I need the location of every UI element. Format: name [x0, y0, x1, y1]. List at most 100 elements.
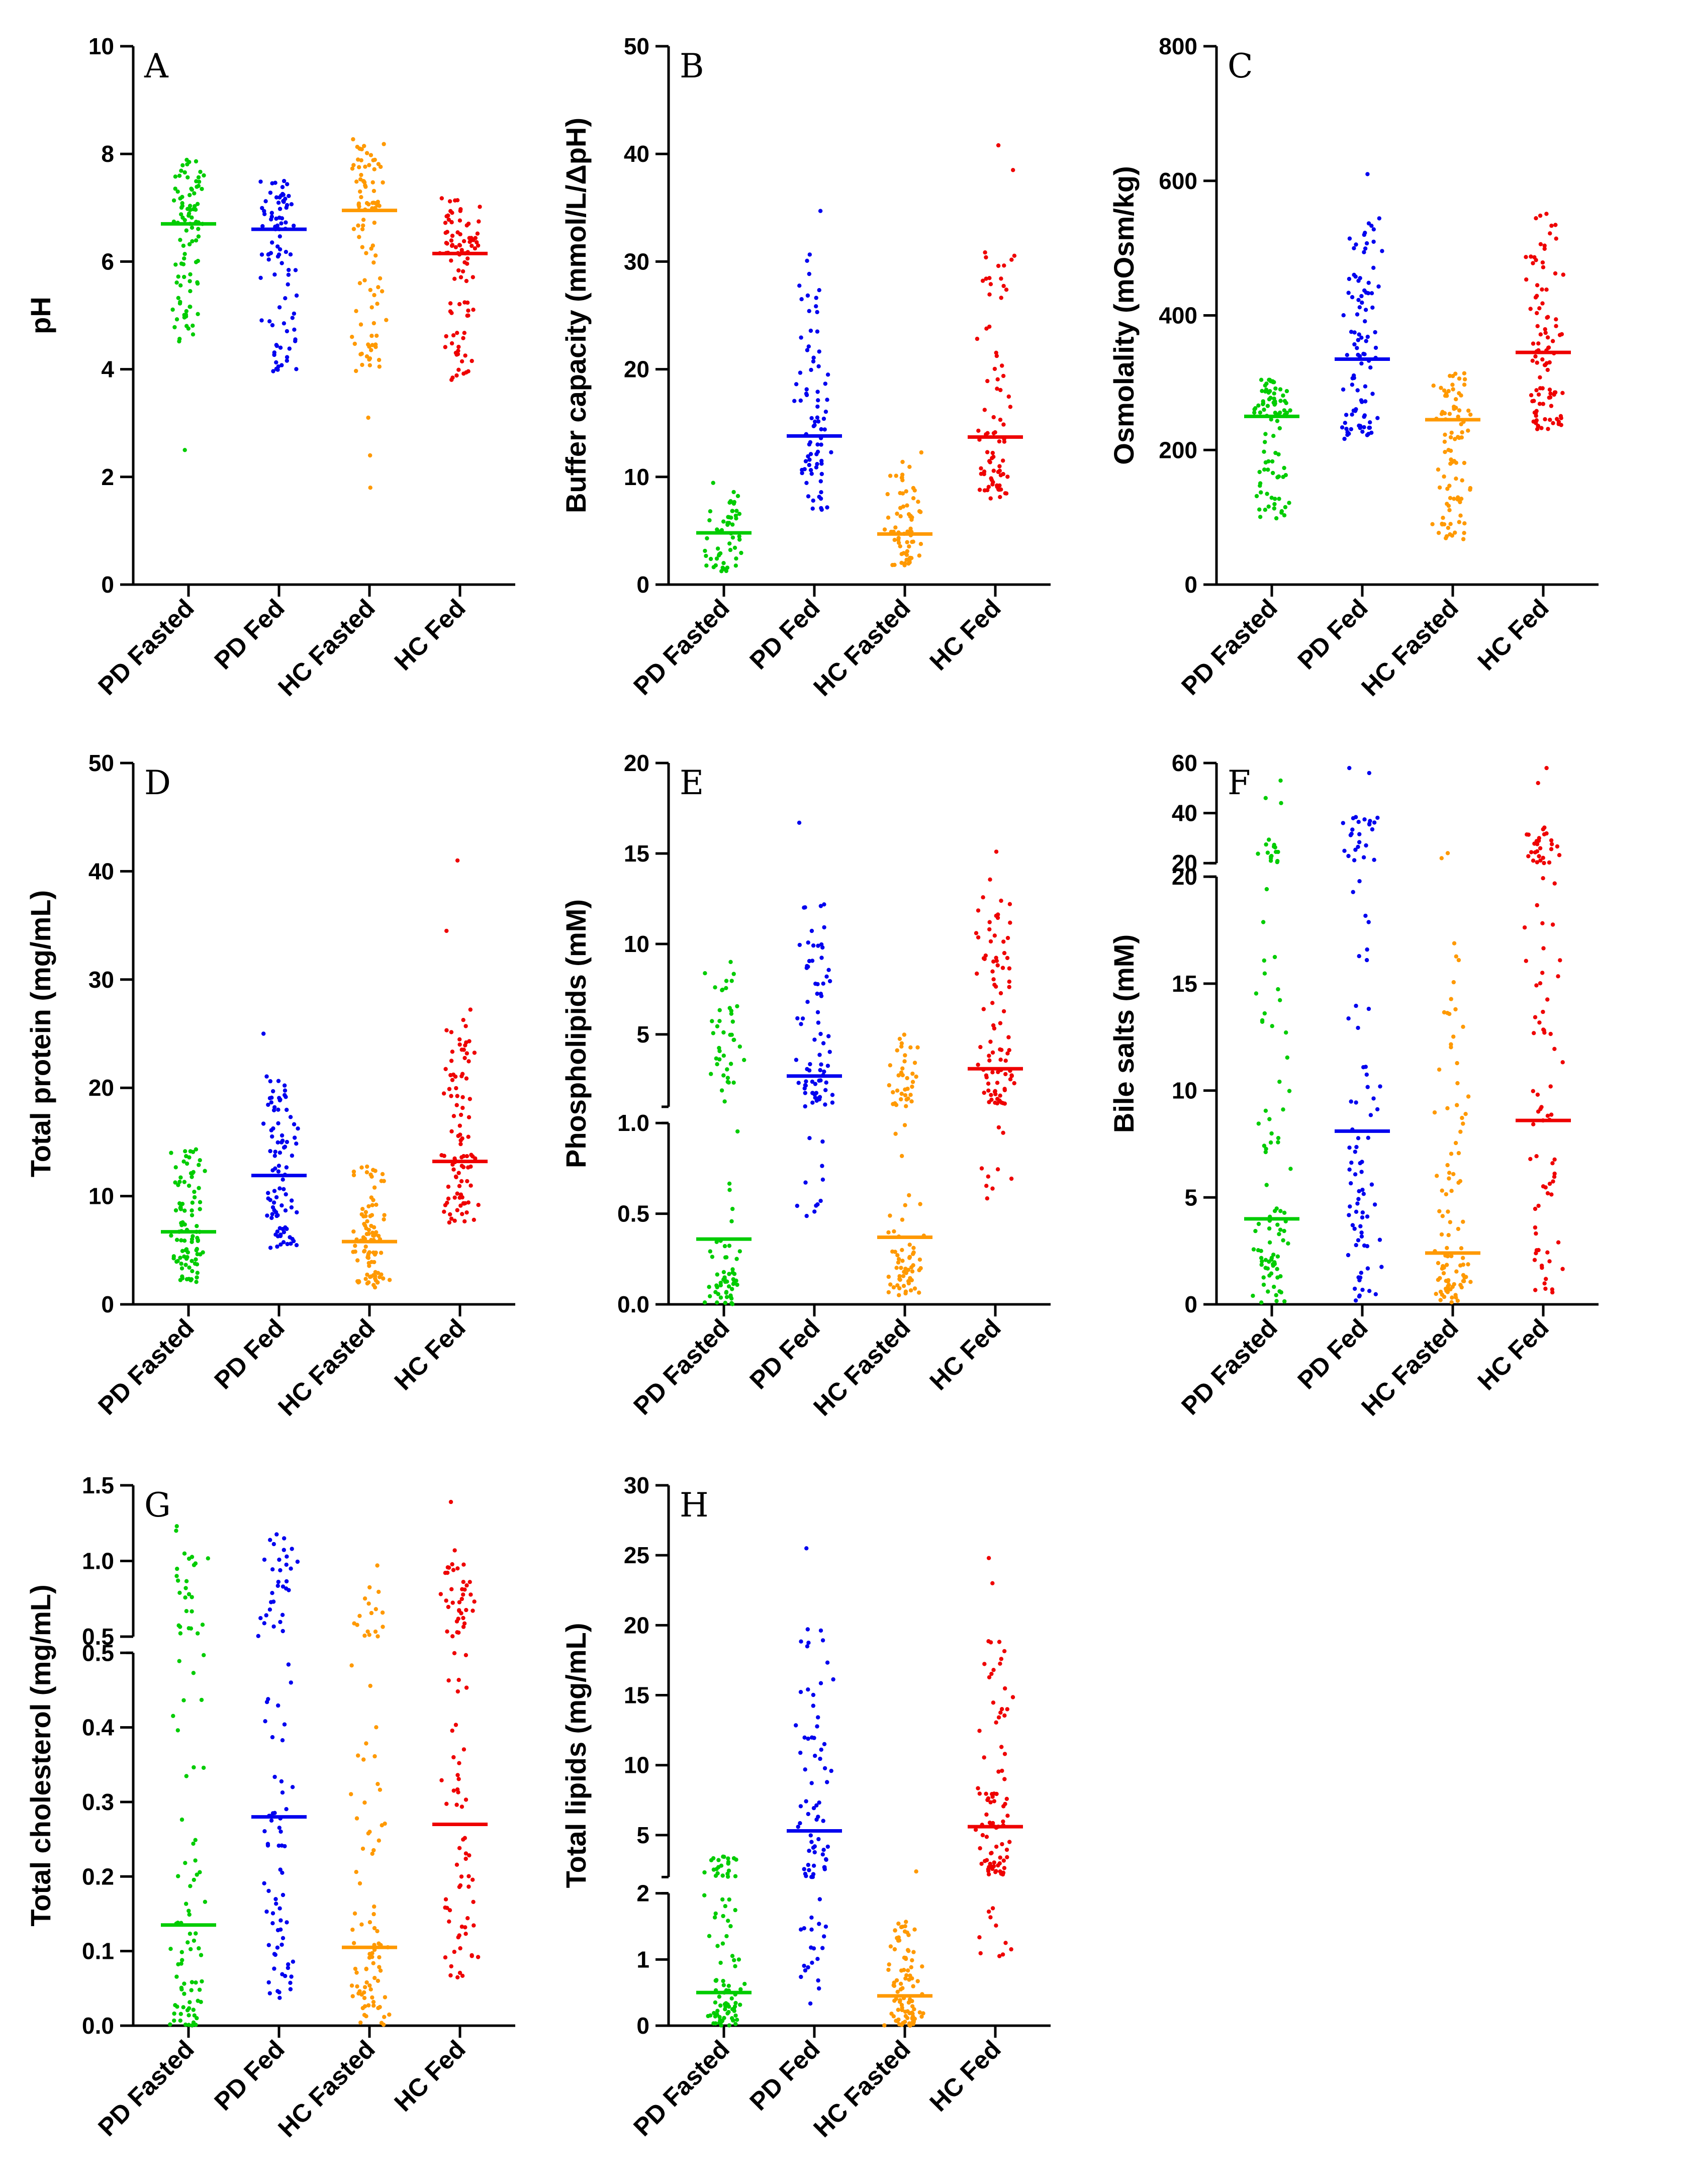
data-point	[1276, 452, 1281, 457]
data-point	[460, 1973, 465, 1978]
data-point	[1462, 377, 1467, 382]
data-point	[275, 1140, 280, 1145]
data-point	[461, 1625, 466, 1629]
data-point	[904, 489, 908, 494]
data-point	[1529, 254, 1533, 259]
data-point	[1353, 1172, 1358, 1177]
data-point	[454, 1619, 459, 1624]
data-point	[979, 1166, 984, 1171]
data-point	[258, 1616, 263, 1621]
data-point	[982, 1090, 986, 1095]
data-point	[372, 220, 377, 225]
data-point	[279, 1779, 284, 1784]
data-point	[366, 1204, 371, 1209]
data-point	[994, 1923, 998, 1928]
data-point	[983, 953, 988, 958]
data-point	[729, 1008, 734, 1013]
data-point	[268, 251, 273, 255]
data-point	[1542, 246, 1547, 251]
data-point	[1252, 410, 1257, 415]
data-point	[462, 260, 467, 265]
data-point	[174, 1524, 179, 1529]
data-point	[723, 1904, 728, 1909]
data-point	[1263, 1258, 1268, 1262]
data-point	[174, 1529, 178, 1533]
data-point	[900, 459, 905, 464]
data-point	[261, 1031, 266, 1036]
data-point	[459, 1155, 464, 1160]
data-point	[1263, 796, 1268, 800]
data-point	[713, 1978, 718, 1983]
data-point	[1454, 1269, 1459, 1274]
data-point	[450, 211, 454, 215]
data-point	[462, 1587, 467, 1592]
data-point	[1456, 495, 1460, 500]
data-point	[914, 1869, 918, 1874]
data-point	[882, 2023, 887, 2028]
data-point	[1359, 361, 1364, 366]
data-point	[186, 1626, 191, 1631]
data-point	[1357, 332, 1361, 337]
data-point	[186, 1183, 192, 1188]
data-point	[450, 233, 455, 238]
data-point	[284, 250, 289, 254]
data-point	[444, 241, 448, 245]
y-tick-label: 0.2	[82, 1863, 114, 1889]
data-point	[463, 1024, 468, 1028]
data-point	[272, 1774, 277, 1779]
data-point	[907, 1977, 911, 1982]
data-point	[186, 2023, 191, 2027]
data-point	[1545, 335, 1550, 340]
data-point	[895, 1088, 900, 1093]
data-point	[357, 165, 361, 169]
data-point	[1534, 1154, 1539, 1159]
data-point	[380, 1823, 384, 1828]
data-point	[294, 1243, 299, 1248]
data-point	[1462, 1275, 1467, 1280]
data-point	[819, 1062, 823, 1067]
data-point	[188, 1931, 193, 1936]
data-point	[1357, 954, 1361, 959]
data-point	[275, 254, 280, 259]
data-point	[460, 1072, 465, 1076]
data-point	[182, 1551, 187, 1556]
data-point	[461, 1580, 465, 1584]
data-point	[738, 2003, 742, 2007]
data-point	[256, 1634, 260, 1638]
data-point	[1455, 1103, 1459, 1107]
data-point	[807, 1868, 811, 1872]
data-point	[370, 1203, 375, 1207]
data-point	[1364, 1072, 1369, 1077]
data-point	[277, 1990, 282, 1995]
data-point	[987, 920, 992, 924]
data-point	[1549, 223, 1554, 228]
y-tick-label: 600	[1159, 168, 1197, 194]
y-tick-label: 2	[636, 1880, 649, 1907]
data-point	[1561, 272, 1565, 277]
data-point	[183, 1263, 188, 1267]
y-tick-label: 800	[1159, 33, 1197, 59]
data-point	[1367, 821, 1372, 826]
data-point	[997, 439, 1002, 444]
data-point	[703, 971, 707, 976]
data-point	[987, 292, 992, 297]
data-point	[1538, 213, 1543, 218]
data-point	[895, 1253, 900, 1258]
data-point	[282, 1722, 287, 1727]
data-point	[710, 1255, 715, 1259]
data-point	[1543, 1185, 1548, 1190]
data-point	[443, 1067, 448, 1071]
data-point	[353, 1249, 357, 1254]
data-point	[1524, 255, 1528, 259]
data-point	[1549, 838, 1554, 843]
data-point	[179, 212, 183, 217]
data-point	[290, 316, 295, 320]
y-tick-label: 20	[624, 356, 649, 383]
data-point	[454, 1086, 458, 1091]
data-point	[178, 1631, 183, 1636]
data-point	[1001, 1101, 1005, 1105]
data-point	[184, 1161, 190, 1166]
data-point	[1349, 831, 1354, 836]
data-point	[823, 1924, 828, 1929]
data-point	[726, 1861, 730, 1866]
